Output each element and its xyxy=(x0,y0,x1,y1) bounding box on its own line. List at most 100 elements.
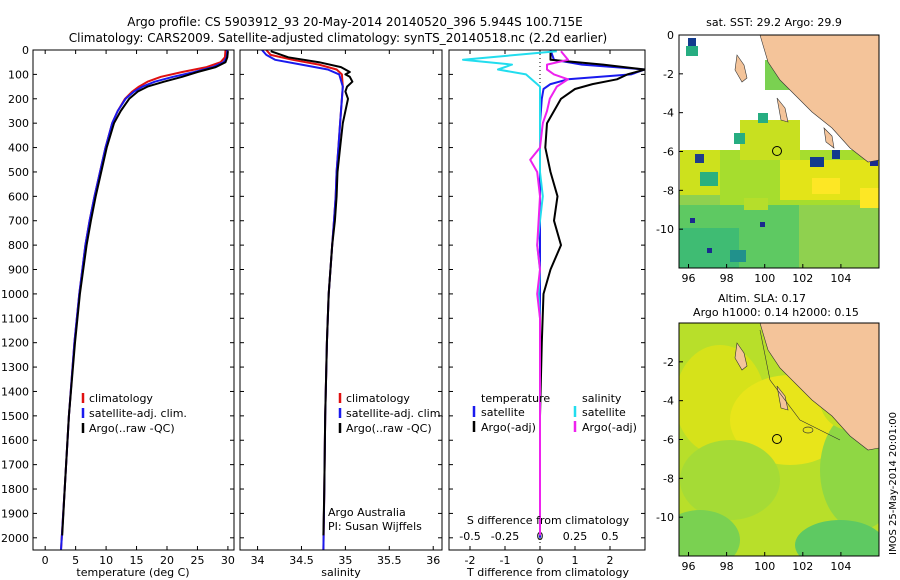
s-diff-tick-label: 0.25 xyxy=(563,530,588,543)
x-tick-label: 1 xyxy=(572,554,579,567)
map-x-tick-label: 96 xyxy=(682,560,696,573)
map-x-tick-label: 100 xyxy=(754,560,775,573)
map-y-tick-label: 0 xyxy=(667,29,674,42)
sst-map-frame xyxy=(678,34,880,269)
sla-map-subtitle: Argo h1000: 0.14 h2000: 0.15 xyxy=(693,306,859,319)
map-y-tick-label: -4 xyxy=(663,107,674,120)
temperature-legend-climatology: climatology xyxy=(89,392,153,405)
diff-legend-temp-satellite: satellite xyxy=(481,406,525,419)
difference-legend: temperature satellite Argo(-adj) salinit… xyxy=(472,392,637,434)
s-diff-tick-label: 0.5 xyxy=(601,530,619,543)
x-tick-label: 0 xyxy=(537,554,544,567)
temperature-panel: 0100200300400500600700800900100011001200… xyxy=(1,44,235,579)
diff-legend-sal-argo: Argo(-adj) xyxy=(582,421,637,434)
x-tick-label: 5 xyxy=(72,554,79,567)
series-line-climatology xyxy=(265,50,344,550)
salinity-axis-ticks: 34 34.5 35 35.5 36 xyxy=(240,49,442,567)
map-y-tick-label: -2 xyxy=(663,356,674,369)
sst-map-panel: sat. SST: 29.2 Argo: 29.9 xyxy=(656,16,880,285)
salinity-axes-frame xyxy=(239,49,443,551)
depth-tick-label: 1300 xyxy=(1,361,29,374)
x-tick-label: 25 xyxy=(190,554,204,567)
difference-panel: -2 -1 0 1 2-0.5 -0.25 0 0.25 0.5 T difference fr… xyxy=(448,49,646,579)
temperature-xlabel: temperature (deg C) xyxy=(76,566,189,579)
map-x-tick-label: 98 xyxy=(720,272,734,285)
map-y-tick-label: -2 xyxy=(663,68,674,81)
imos-credit: IMOS 25-May-2014 20:01:00 xyxy=(888,412,899,555)
x-tick-label: 0 xyxy=(42,554,49,567)
salinity-legend: climatology satellite-adj. clim. Argo(..… xyxy=(338,392,444,435)
sla-map-panel: Altim. SLA: 0.17 Argo h1000: 0.14 h2000:… xyxy=(656,292,880,573)
temperature-legend-argo: Argo(..raw -QC) xyxy=(89,422,175,435)
x-tick-label: 36 xyxy=(426,554,440,567)
map-x-tick-label: 102 xyxy=(792,560,813,573)
figure-title-line1: Argo profile: CS 5903912_93 20-May-2014 … xyxy=(127,15,582,29)
map-x-tick-label: 98 xyxy=(720,560,734,573)
temperature-axes-frame xyxy=(32,49,235,551)
map-y-tick-label: -6 xyxy=(663,434,674,447)
depth-tick-label: 1100 xyxy=(1,312,29,325)
depth-tick-label: 400 xyxy=(8,142,29,155)
depth-tick-label: 1400 xyxy=(1,385,29,398)
map-y-tick-label: -10 xyxy=(656,223,674,236)
sla-map-frame xyxy=(678,322,880,557)
depth-tick-label: 0 xyxy=(22,44,29,57)
sst-map-float-marker xyxy=(772,146,782,156)
series-line-salinity-argo-adj- xyxy=(529,50,569,536)
salinity-annotation-pi: PI: Susan Wijffels xyxy=(328,520,422,533)
x-tick-label: 35.5 xyxy=(377,554,402,567)
depth-tick-label: 200 xyxy=(8,93,29,106)
series-line-climatology xyxy=(60,50,227,550)
x-tick-label: -2 xyxy=(465,554,476,567)
depth-tick-label: 1600 xyxy=(1,434,29,447)
figure-title-line2: Climatology: CARS2009. Satellite-adjuste… xyxy=(69,31,607,45)
depth-tick-label: 700 xyxy=(8,215,29,228)
depth-tick-label: 1200 xyxy=(1,337,29,350)
sla-map-image xyxy=(679,323,879,556)
map-y-tick-label: -6 xyxy=(663,146,674,159)
series-line-argo-raw-qc- xyxy=(61,51,229,536)
map-x-tick-label: 102 xyxy=(792,272,813,285)
sst-map-axis-ticks: 96 98 100 102 104 0 -2 -4 -6 -8 -10 xyxy=(656,29,851,285)
x-tick-label: 34 xyxy=(251,554,265,567)
temperature-legend-satellite: satellite-adj. clim. xyxy=(89,407,187,420)
difference-xlabel: T difference from climatology xyxy=(466,566,629,579)
sla-map-title: Altim. SLA: 0.17 xyxy=(718,292,806,305)
sla-map-float-marker xyxy=(772,434,782,444)
sst-map-image xyxy=(679,35,879,268)
depth-tick-label: 500 xyxy=(8,166,29,179)
salinity-legend-argo: Argo(..raw -QC) xyxy=(346,422,432,435)
x-tick-label: 20 xyxy=(160,554,174,567)
map-x-tick-label: 104 xyxy=(830,560,851,573)
series-line-satellite-adj-clim- xyxy=(261,50,344,550)
depth-tick-label: 1900 xyxy=(1,507,29,520)
difference-series xyxy=(462,50,645,550)
x-tick-label: 2 xyxy=(607,554,614,567)
x-tick-label: 34.5 xyxy=(289,554,314,567)
temperature-series xyxy=(60,50,229,550)
salinity-legend-satellite: satellite-adj. clim. xyxy=(346,407,444,420)
x-tick-label: 10 xyxy=(99,554,113,567)
series-line-temperature-argo-adj- xyxy=(539,51,645,536)
depth-tick-label: 1000 xyxy=(1,288,29,301)
diff-legend-temperature-header: temperature xyxy=(481,392,550,405)
salinity-xlabel: salinity xyxy=(321,566,361,579)
salinity-series xyxy=(261,50,354,550)
temperature-legend: climatology satellite-adj. clim. Argo(..… xyxy=(81,392,187,435)
sst-map-title: sat. SST: 29.2 Argo: 29.9 xyxy=(706,16,842,29)
map-y-tick-label: -8 xyxy=(663,184,674,197)
sla-map-axis-ticks: 96 98 100 102 104 -2 -4 -6 -8 -10 xyxy=(656,356,851,573)
depth-tick-label: 1500 xyxy=(1,410,29,423)
map-x-tick-label: 96 xyxy=(682,272,696,285)
x-tick-label: 35 xyxy=(338,554,352,567)
temperature-axis-ticks: 0100200300400500600700800900100011001200… xyxy=(1,44,235,567)
map-x-tick-label: 100 xyxy=(754,272,775,285)
depth-tick-label: 900 xyxy=(8,264,29,277)
depth-tick-label: 300 xyxy=(8,117,29,130)
map-y-tick-label: -4 xyxy=(663,395,674,408)
depth-tick-label: 600 xyxy=(8,190,29,203)
s-diff-tick-label: -0.25 xyxy=(491,530,519,543)
difference-top-label: S difference from climatology xyxy=(467,514,630,527)
diff-legend-temp-argo: Argo(-adj) xyxy=(481,421,536,434)
